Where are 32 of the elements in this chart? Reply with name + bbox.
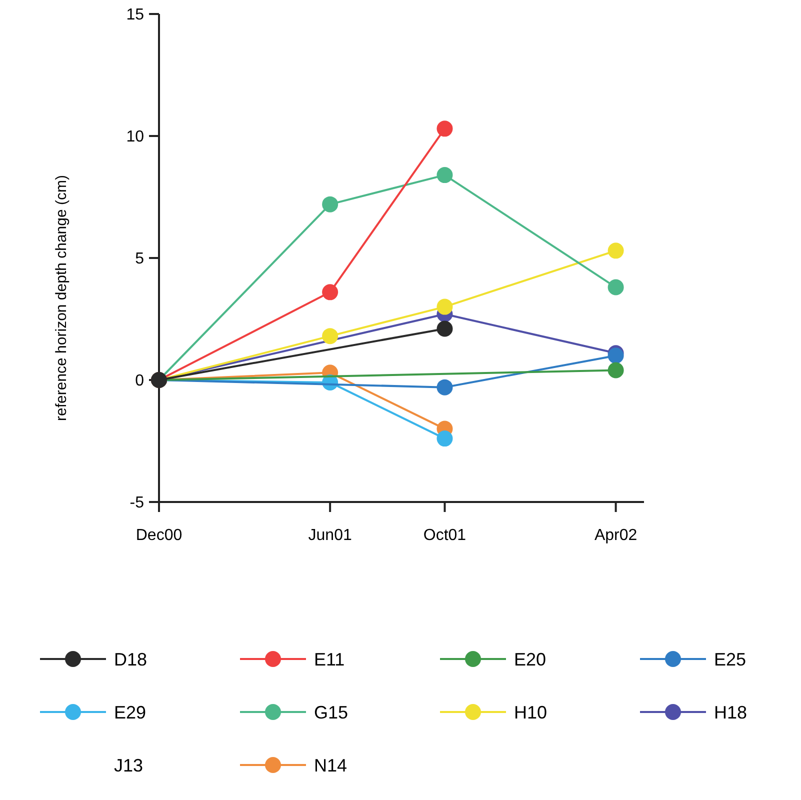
point (608, 362, 624, 378)
point (436, 120, 453, 137)
x-tick-label: Apr02 (594, 527, 638, 544)
point (436, 320, 453, 337)
text: J13 (114, 755, 144, 776)
x-tick-label: Dec00 (136, 527, 182, 544)
y-tick-label: -5 (130, 494, 144, 512)
point (436, 167, 453, 184)
point (322, 284, 338, 300)
legend-label: N14 (314, 755, 348, 776)
legend-label: E20 (514, 649, 546, 670)
point (322, 196, 338, 212)
legend-label: E29 (114, 702, 146, 722)
y-tick-label: 15 (126, 6, 144, 24)
point (436, 298, 453, 315)
point (608, 242, 624, 259)
legend-label: E25 (714, 649, 746, 670)
legend-label: H18 (714, 702, 748, 722)
x-tick-label: Jun01 (308, 527, 352, 544)
legend-label: D18 (114, 649, 148, 670)
y-tick-label: 10 (126, 128, 144, 146)
point (436, 379, 453, 396)
x-tick-label: Oct01 (423, 527, 466, 544)
point (436, 430, 453, 447)
legend-label: G15 (314, 702, 348, 722)
legend-label: H10 (514, 702, 548, 722)
y-axis-title: reference horizon depth change (cm) (53, 175, 70, 421)
point (608, 279, 624, 296)
point (322, 328, 338, 344)
y-tick-label: 5 (135, 250, 144, 268)
y-tick-label: 0 (135, 372, 144, 390)
legend-label: E11 (314, 649, 345, 670)
